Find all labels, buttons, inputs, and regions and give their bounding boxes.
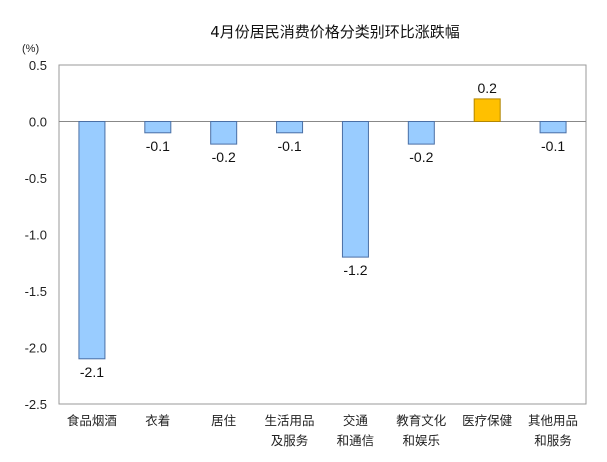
y-tick-label: -2.0: [25, 341, 47, 356]
data-label: 0.2: [477, 80, 497, 96]
data-label: -2.1: [80, 364, 104, 380]
x-tick-label: 及服务: [271, 433, 309, 448]
y-tick-label: 0.0: [29, 115, 47, 130]
x-tick-label: 教育文化: [396, 413, 447, 428]
x-tick-label: 和服务: [534, 433, 572, 448]
data-label: -0.2: [409, 149, 433, 165]
x-tick-label: 其他用品: [528, 413, 578, 428]
x-tick-label: 医疗保健: [462, 413, 513, 428]
y-tick-label: -0.5: [25, 171, 47, 186]
bar: [210, 121, 238, 145]
bar: [341, 121, 369, 258]
bar: [276, 121, 304, 134]
x-tick-label: 生活用品: [265, 413, 315, 428]
data-label: -0.2: [212, 149, 236, 165]
bar: [78, 121, 106, 360]
y-tick-label: -1.5: [25, 284, 47, 299]
y-tick-label: 0.5: [29, 58, 47, 73]
x-tick-label: 交通: [343, 413, 369, 428]
bar: [539, 121, 567, 134]
data-label: -0.1: [146, 138, 170, 154]
y-axis-unit-label: (%): [22, 43, 39, 55]
y-tick-label: -2.5: [25, 397, 47, 412]
y-tick-label: -1.0: [25, 228, 47, 243]
x-tick-label: 和通信: [337, 433, 375, 448]
chart-title: 4月份居民消费价格分类别环比涨跌幅: [210, 23, 460, 41]
bar: [144, 121, 172, 134]
x-tick-label: 衣着: [145, 413, 170, 428]
bar: [407, 121, 435, 145]
x-tick-label: 居住: [211, 413, 237, 428]
x-tick-label: 和娱乐: [403, 433, 441, 448]
data-label: -1.2: [343, 262, 367, 278]
data-label: -0.1: [278, 138, 302, 154]
bar: [473, 98, 501, 123]
data-label: -0.1: [541, 138, 565, 154]
x-tick-label: 食品烟酒: [67, 413, 117, 428]
plot-area: [58, 64, 587, 405]
